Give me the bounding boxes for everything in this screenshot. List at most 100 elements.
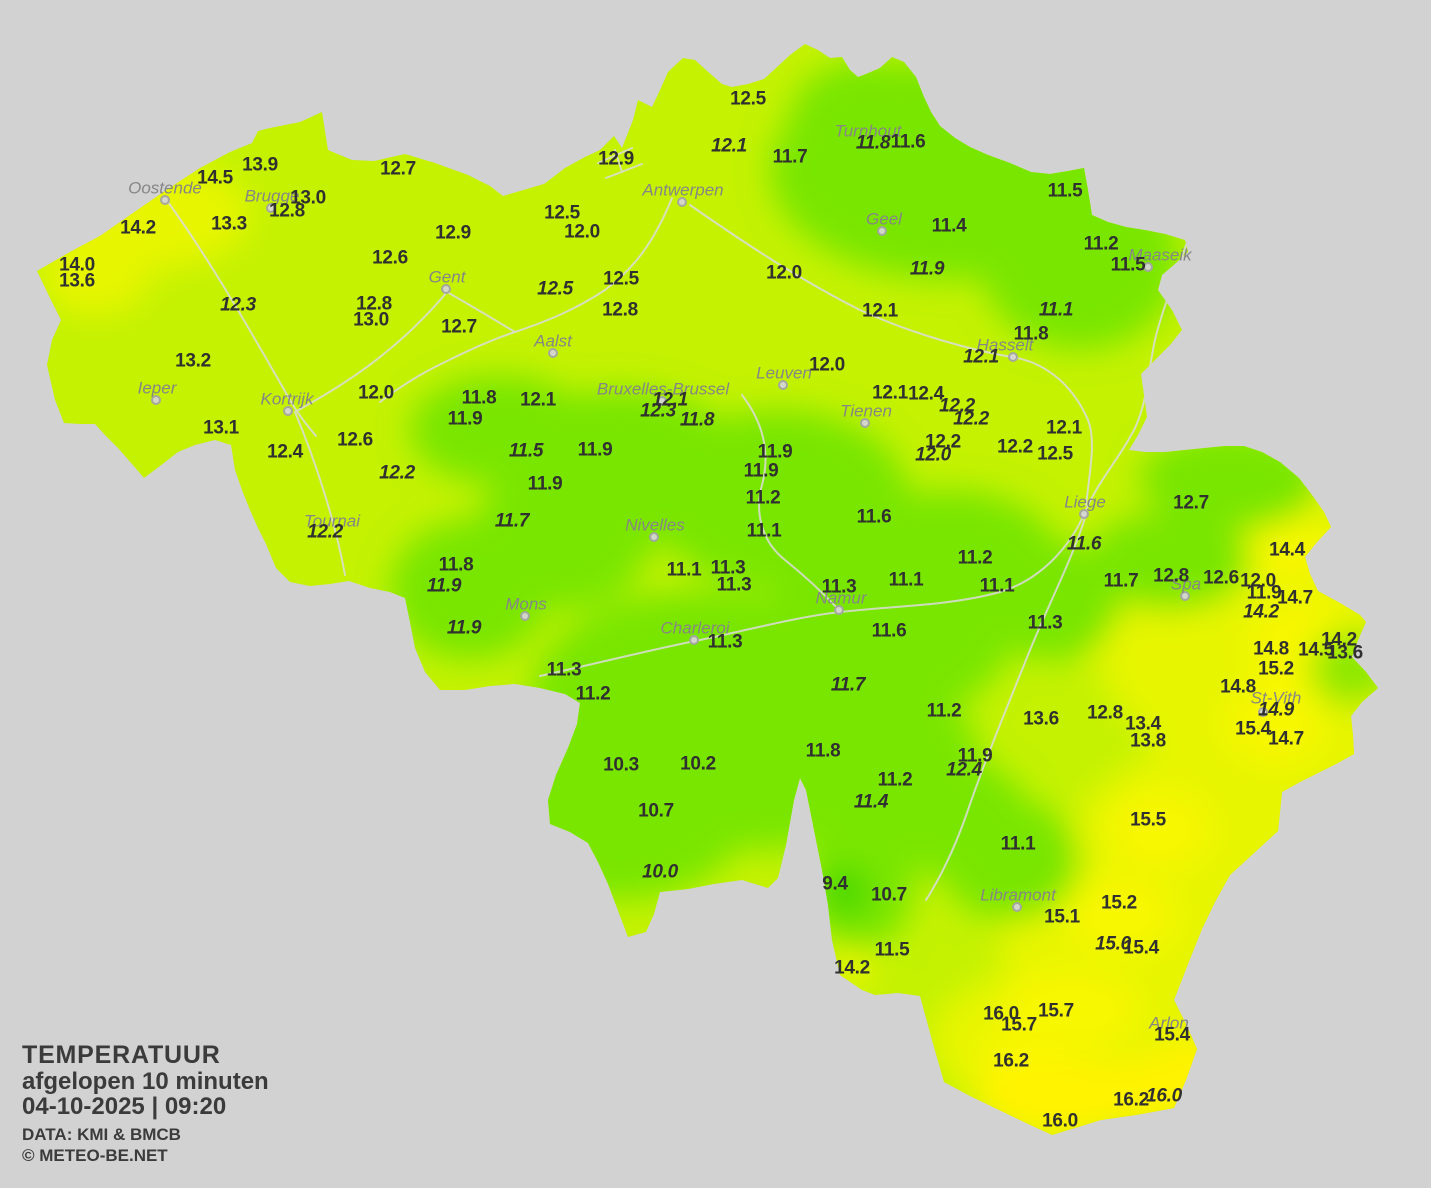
- temperature-reading: 15.4: [1154, 1024, 1190, 1046]
- temperature-reading: 12.1: [520, 389, 556, 411]
- temperature-reading: 12.9: [435, 222, 471, 244]
- city-marker: [649, 532, 659, 542]
- city-marker: [520, 611, 530, 621]
- map-subtitle: afgelopen 10 minuten: [22, 1068, 269, 1095]
- temperature-reading: 13.9: [242, 154, 278, 176]
- temperature-reading: 12.1: [1046, 417, 1082, 439]
- temperature-reading: 11.8: [438, 554, 474, 576]
- city-label: Ieper: [137, 378, 177, 398]
- map-title: TEMPERATUUR: [22, 1041, 221, 1069]
- temperature-reading: 13.1: [203, 417, 239, 439]
- temperature-reading: 11.3: [546, 659, 582, 681]
- city-marker: [441, 284, 451, 294]
- temperature-reading: 14.0: [59, 254, 95, 276]
- temperature-reading: 12.9: [598, 148, 634, 170]
- temperature-reading: 12.2: [925, 431, 961, 453]
- temperature-reading: 12.0: [809, 354, 845, 376]
- temperature-reading: 11.1: [1000, 833, 1036, 855]
- temperature-reading: 12.0: [358, 382, 394, 404]
- temperature-reading: 12.8: [1087, 702, 1123, 724]
- city-marker: [160, 195, 170, 205]
- temperature-reading: 11.9: [527, 473, 563, 495]
- temperature-reading: 12.6: [337, 429, 373, 451]
- temperature-reading: 11.1: [1038, 299, 1074, 321]
- city-label: Tienen: [840, 401, 892, 421]
- temperature-reading: 11.8: [805, 740, 841, 762]
- temperature-reading: 11.1: [666, 559, 702, 581]
- city-label: Turnhout: [834, 121, 902, 141]
- city-label: Tournai: [303, 511, 361, 531]
- temperature-reading: 15.1: [1044, 906, 1080, 928]
- city-marker: [1012, 902, 1022, 912]
- temperature-reading: 14.4: [1269, 539, 1305, 561]
- temperature-reading: 11.2: [877, 769, 913, 791]
- temperature-reading: 12.1: [963, 346, 999, 368]
- temperature-reading: 12.6: [372, 247, 408, 269]
- temperature-reading: 13.0: [353, 309, 389, 331]
- temperature-reading: 11.8: [679, 409, 715, 431]
- temperature-reading: 12.1: [872, 382, 908, 404]
- temperature-reading: 11.8: [1013, 323, 1049, 345]
- temperature-reading: 10.0: [642, 861, 678, 883]
- temperature-reading: 14.5: [1298, 639, 1334, 661]
- temperature-reading: 12.7: [1173, 492, 1209, 514]
- city-label: Oostende: [128, 178, 202, 198]
- map-datetime: 04-10-2025 | 09:20: [22, 1094, 269, 1119]
- temperature-reading: 12.8: [269, 200, 305, 222]
- temperature-reading: 12.5: [1037, 443, 1073, 465]
- temperature-reading: 12.6: [1203, 567, 1239, 589]
- city-label: Charleroi: [660, 618, 730, 638]
- temperature-reading: 12.8: [1153, 565, 1189, 587]
- temperature-reading: 11.7: [830, 674, 866, 696]
- temperature-reading: 15.0: [1095, 933, 1131, 955]
- temperature-reading: 11.6: [856, 506, 892, 528]
- temperature-reading: 12.1: [711, 135, 747, 157]
- city-label: Maaseik: [1128, 245, 1192, 265]
- temperature-reading: 11.4: [853, 791, 889, 813]
- city-label: Brugge: [244, 186, 300, 206]
- data-source: DATA: KMI & BMCB: [22, 1125, 181, 1144]
- city-label: Hasselt: [976, 335, 1034, 355]
- temperature-reading: 12.2: [307, 521, 343, 543]
- city-marker: [834, 605, 844, 615]
- temperature-reading: 11.1: [888, 569, 924, 591]
- temperature-reading: 11.3: [707, 631, 743, 653]
- temperature-reading: 11.9: [447, 408, 483, 430]
- temperature-reading: 16.0: [1146, 1085, 1182, 1107]
- temperature-reading: 10.2: [680, 753, 716, 775]
- city-marker: [860, 418, 870, 428]
- city-label: Aalst: [534, 331, 572, 351]
- city-label: Arlon: [1149, 1013, 1189, 1033]
- temperature-reading: 11.9: [757, 441, 793, 463]
- temperature-reading: 11.8: [855, 132, 891, 154]
- city-label: Geel: [866, 209, 902, 229]
- temperature-reading: 12.4: [908, 383, 944, 405]
- temperature-reading: 11.2: [957, 547, 993, 569]
- temperature-reading: 11.9: [743, 460, 779, 482]
- temperature-reading: 11.8: [461, 387, 497, 409]
- temperature-reading: 14.2: [1321, 629, 1357, 651]
- city-label: Leuven: [756, 363, 812, 383]
- city-marker: [1143, 262, 1153, 272]
- city-marker: [151, 395, 161, 405]
- temperature-reading: 11.4: [931, 215, 967, 237]
- temperature-reading: 12.0: [564, 221, 600, 243]
- temperature-reading: 11.7: [494, 510, 530, 532]
- temperature-reading: 11.2: [926, 700, 962, 722]
- city-marker: [677, 197, 687, 207]
- temperature-reading: 12.0: [1240, 570, 1276, 592]
- city-marker: [689, 635, 699, 645]
- city-marker: [548, 348, 558, 358]
- temperature-reading: 13.3: [211, 213, 247, 235]
- temperature-reading: 14.7: [1268, 728, 1304, 750]
- city-label: Mons: [505, 594, 547, 614]
- temperature-reading: 11.6: [1066, 533, 1102, 555]
- temperature-reading: 15.2: [1258, 658, 1294, 680]
- temperature-reading: 11.2: [745, 487, 781, 509]
- temperature-reading: 15.4: [1123, 937, 1159, 959]
- temperature-reading: 11.1: [979, 575, 1015, 597]
- temperature-reading: 14.8: [1220, 676, 1256, 698]
- temperature-reading: 14.7: [1277, 587, 1313, 609]
